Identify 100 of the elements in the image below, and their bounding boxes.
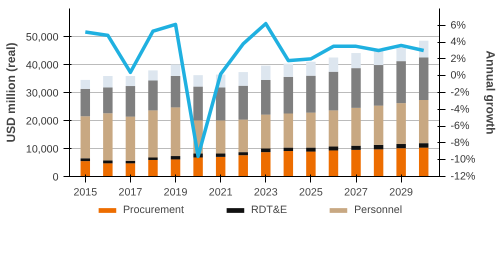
bar xyxy=(306,152,316,176)
x-tick-label: 2015 xyxy=(73,186,98,198)
y2-tick-label: -4% xyxy=(450,103,470,116)
bar xyxy=(126,86,136,117)
bar xyxy=(418,100,428,144)
bar xyxy=(170,76,180,108)
x-tick-label: 2025 xyxy=(299,186,323,198)
bar xyxy=(284,148,294,152)
y2-tick-label: 0% xyxy=(450,70,466,82)
bar xyxy=(216,120,226,154)
bar xyxy=(216,87,226,120)
bar xyxy=(103,87,113,114)
line-series xyxy=(84,22,426,158)
bar xyxy=(261,66,271,80)
bar xyxy=(148,70,158,80)
y2-tick-label: -2% xyxy=(450,86,470,98)
x-tick-label: 2021 xyxy=(208,186,233,198)
bar xyxy=(238,155,248,176)
bar xyxy=(148,80,158,110)
bar xyxy=(216,156,226,176)
bar xyxy=(351,108,361,146)
bar xyxy=(351,68,361,108)
bar xyxy=(80,80,90,89)
bar xyxy=(170,156,180,160)
y-axis-title: USD million (real) xyxy=(4,42,18,143)
bar xyxy=(193,86,203,120)
bar xyxy=(306,112,316,148)
bar xyxy=(328,72,338,110)
bar xyxy=(238,120,248,152)
bar xyxy=(238,86,248,120)
bar xyxy=(126,163,136,176)
y2-tick-label: 6% xyxy=(450,19,466,32)
bar xyxy=(103,160,113,164)
bar xyxy=(284,64,294,77)
bar xyxy=(284,114,294,148)
bar xyxy=(306,62,316,76)
x-tick-label: 2017 xyxy=(118,186,142,198)
bar xyxy=(374,106,384,145)
bar xyxy=(374,149,384,176)
bar xyxy=(374,51,384,66)
bar xyxy=(396,144,406,148)
bar xyxy=(238,152,248,156)
bar xyxy=(306,148,316,152)
y2-tick-label: 2% xyxy=(450,52,466,65)
bar xyxy=(418,58,428,100)
bar xyxy=(284,76,294,114)
bar xyxy=(351,53,361,68)
y-tick-label: 40,000 xyxy=(26,60,59,72)
y2-tick-label: 4% xyxy=(450,36,466,48)
bar xyxy=(418,148,428,176)
y2-axis-title: Annual growth xyxy=(483,50,498,135)
bar xyxy=(374,65,384,106)
y-tick-label: 0 xyxy=(52,172,59,184)
bar xyxy=(170,64,180,76)
y-tick-label: 10,000 xyxy=(26,144,59,156)
bar xyxy=(261,80,271,115)
bar xyxy=(193,157,203,176)
legend-label: RDT&E xyxy=(250,204,288,216)
y2-tick-label: -10% xyxy=(450,154,476,166)
bar xyxy=(396,148,406,176)
bar xyxy=(148,157,158,160)
bar xyxy=(80,116,90,158)
x-tick-label: 2019 xyxy=(164,186,188,198)
bar xyxy=(306,76,316,113)
bar xyxy=(396,47,406,62)
bar xyxy=(328,150,338,176)
bar xyxy=(351,150,361,176)
y-tick-label: 50,000 xyxy=(26,32,59,44)
bar xyxy=(170,107,180,156)
bar xyxy=(261,152,271,176)
bar xyxy=(351,146,361,150)
y2-tick-label: -6% xyxy=(450,120,470,132)
bar xyxy=(193,75,203,87)
bar xyxy=(80,88,90,116)
bar xyxy=(396,61,406,104)
bar xyxy=(328,110,338,147)
legend-label: Procurement xyxy=(122,204,184,216)
bar xyxy=(126,76,136,86)
bar xyxy=(238,72,248,86)
bar xyxy=(396,103,406,144)
bar xyxy=(328,58,338,72)
y-tick-label: 20,000 xyxy=(26,116,59,128)
legend-label: Personnel xyxy=(354,204,402,216)
bar xyxy=(328,146,338,150)
bar xyxy=(374,144,384,150)
bar xyxy=(80,161,90,176)
bar xyxy=(284,151,294,176)
bar xyxy=(148,110,158,158)
bar xyxy=(103,76,113,88)
bar xyxy=(170,159,180,176)
bar xyxy=(148,160,158,176)
bar xyxy=(261,148,271,152)
bar xyxy=(126,116,136,161)
x-tick-label: 2027 xyxy=(344,186,368,198)
x-tick-label: 2023 xyxy=(254,186,278,198)
bar xyxy=(103,113,113,161)
x-tick-label: 2029 xyxy=(389,186,414,198)
y2-tick-label: -8% xyxy=(450,136,470,149)
bar xyxy=(126,160,136,164)
bar xyxy=(80,158,90,162)
